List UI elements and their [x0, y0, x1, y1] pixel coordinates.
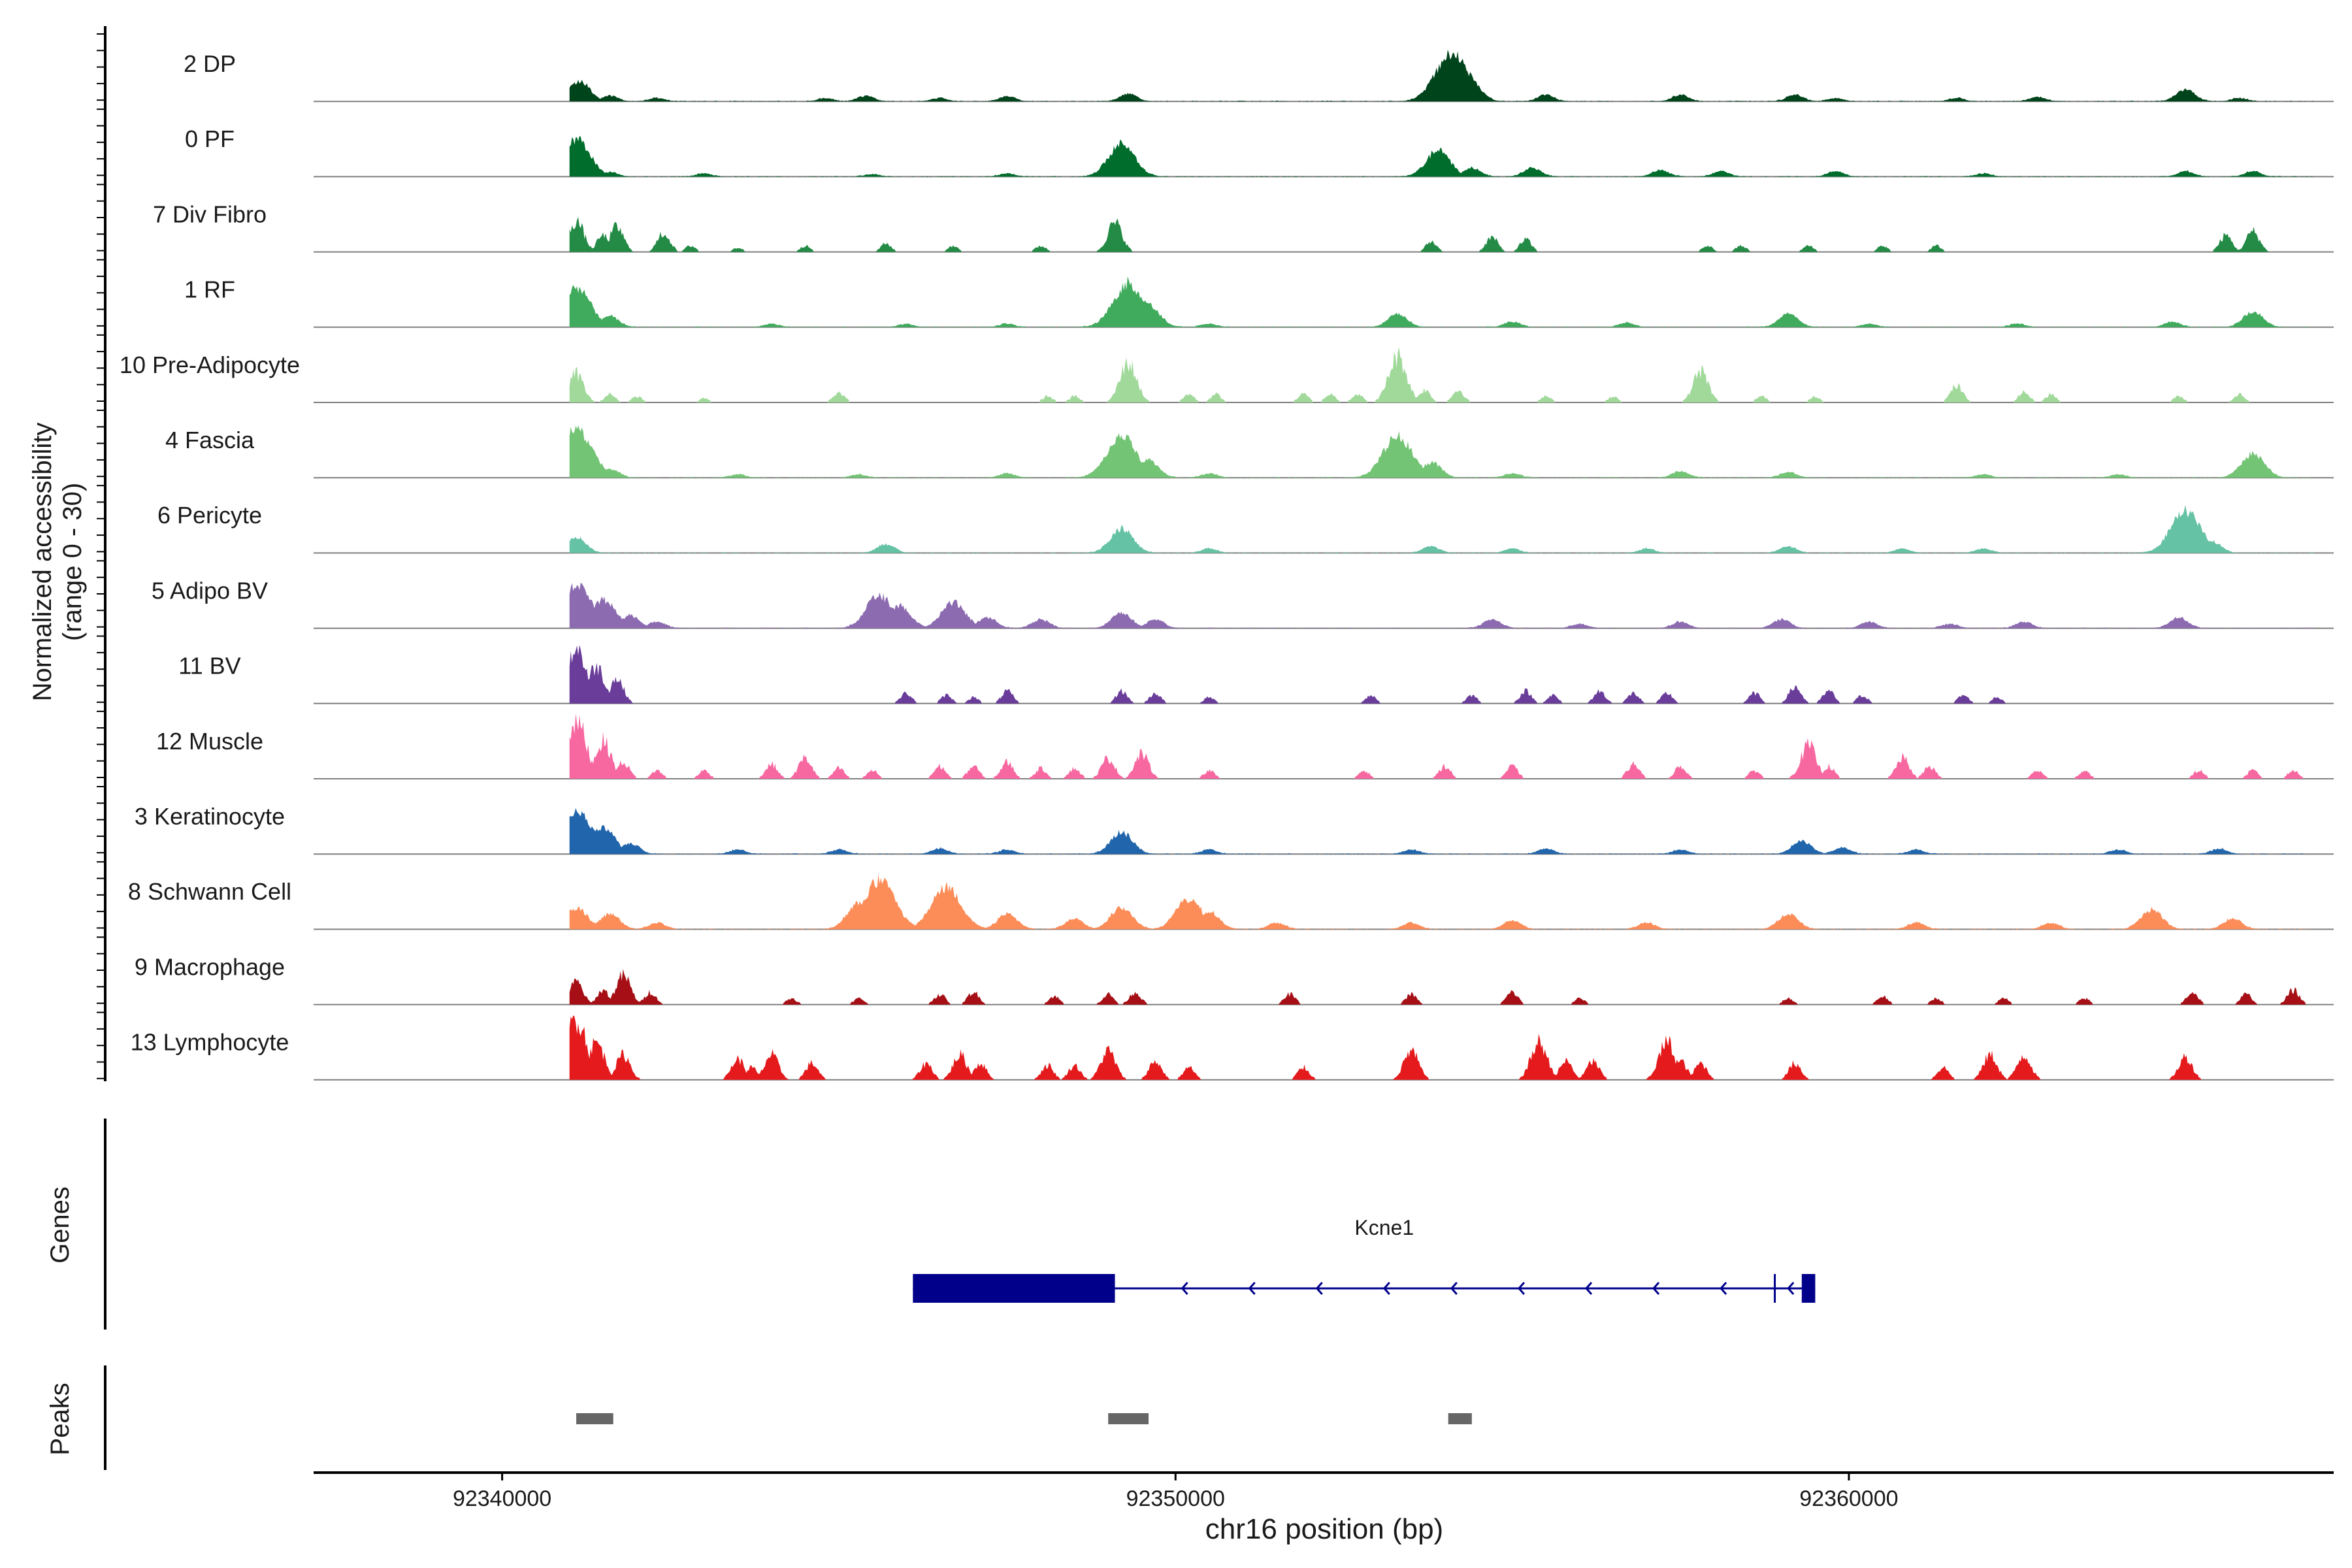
coverage-area [569, 276, 2314, 327]
coverage-area [569, 217, 2314, 252]
y-axis-label-line1: Normalized accessibility [28, 423, 57, 702]
coverage-area [569, 645, 2314, 704]
coverage-area [569, 874, 2314, 930]
x-axis-label: chr16 position (bp) [1205, 1513, 1443, 1545]
strand-arrow [1652, 1282, 1660, 1295]
track-3-keratinocyte: 3 Keratinocyte [135, 803, 2334, 855]
track-0-pf: 0 PF [185, 125, 2334, 178]
track-label: 0 PF [185, 125, 235, 152]
strand-arrow [1584, 1282, 1593, 1295]
track-label: 2 DP [184, 50, 236, 77]
x-tick-label: 92340000 [453, 1486, 551, 1511]
coverage-area [569, 347, 2314, 402]
track-label: 13 Lymphocyte [131, 1029, 289, 1056]
gene-name: Kcne1 [1354, 1216, 1414, 1239]
track-2-dp: 2 DP [184, 50, 2334, 103]
coverage-area [569, 505, 2314, 553]
track-7-div-fibro: 7 Div Fibro [153, 201, 2334, 253]
y-axis-ticks [97, 33, 105, 1079]
track-9-macrophage: 9 Macrophage [135, 953, 2334, 1005]
track-8-schwann-cell: 8 Schwann Cell [128, 874, 2334, 930]
gene-exon [913, 1274, 1115, 1303]
track-label: 3 Keratinocyte [135, 803, 285, 830]
coverage-tracks: 2 DP 0 PF 7 Div Fibro 1 RF 10 Pre-Adipocyte 4… [120, 50, 2334, 1081]
track-12-muscle: 12 Muscle [156, 713, 2334, 779]
track-10-pre-adipocyte: 10 Pre-Adipocyte [120, 347, 2334, 403]
coverage-area [569, 1015, 2314, 1080]
coverage-area [569, 583, 2314, 629]
strand-arrow [1450, 1282, 1458, 1295]
strand-arrow [1517, 1282, 1526, 1295]
track-6-pericyte: 6 Pericyte [157, 502, 2334, 554]
peaks-track-label: Peaks [46, 1382, 74, 1455]
track-label: 4 Fascia [165, 427, 255, 453]
track-5-adipo-bv: 5 Adipo BV [152, 577, 2334, 629]
peak-region [1448, 1413, 1472, 1424]
track-11-bv: 11 BV [178, 645, 2334, 704]
coverage-area [569, 425, 2314, 478]
track-4-fascia: 4 Fascia [165, 425, 2334, 479]
coverage-area [569, 50, 2314, 102]
x-tick-label: 92350000 [1126, 1486, 1225, 1511]
strand-arrow [1315, 1282, 1323, 1295]
coverage-area [569, 969, 2314, 1005]
track-13-lymphocyte: 13 Lymphocyte [131, 1015, 2334, 1081]
track-label: 7 Div Fibro [153, 201, 267, 227]
track-label: 6 Pericyte [157, 502, 262, 529]
gene-track: Kcne1 [913, 1216, 1816, 1303]
x-axis-ticks: 92340000 92350000 92360000 [453, 1473, 1899, 1511]
peaks-track [576, 1413, 1472, 1424]
gene-kcne1: Kcne1 [913, 1216, 1816, 1303]
track-label: 9 Macrophage [135, 953, 285, 980]
strand-arrow [1248, 1282, 1256, 1295]
track-label: 11 BV [178, 653, 240, 679]
strand-arrow [1720, 1282, 1727, 1295]
strand-arrow [1787, 1282, 1795, 1295]
coverage-area [569, 136, 2314, 177]
coverage-area [569, 808, 2314, 855]
track-1-rf: 1 RF [184, 276, 2334, 328]
track-label: 10 Pre-Adipocyte [120, 351, 300, 378]
peak-region [576, 1413, 613, 1424]
coverage-area [569, 713, 2314, 779]
genes-track-label: Genes [46, 1186, 74, 1264]
gene-exon [1801, 1274, 1816, 1303]
peak-region [1108, 1413, 1149, 1424]
track-label: 1 RF [184, 276, 235, 303]
track-label: 12 Muscle [156, 728, 263, 755]
x-tick-label: 92360000 [1799, 1486, 1898, 1511]
track-label: 8 Schwann Cell [128, 878, 291, 905]
track-label: 5 Adipo BV [152, 577, 268, 604]
strand-arrow [1181, 1282, 1188, 1295]
y-axis-label-line2: (range 0 - 30) [58, 483, 87, 641]
strand-arrow [1382, 1282, 1390, 1295]
